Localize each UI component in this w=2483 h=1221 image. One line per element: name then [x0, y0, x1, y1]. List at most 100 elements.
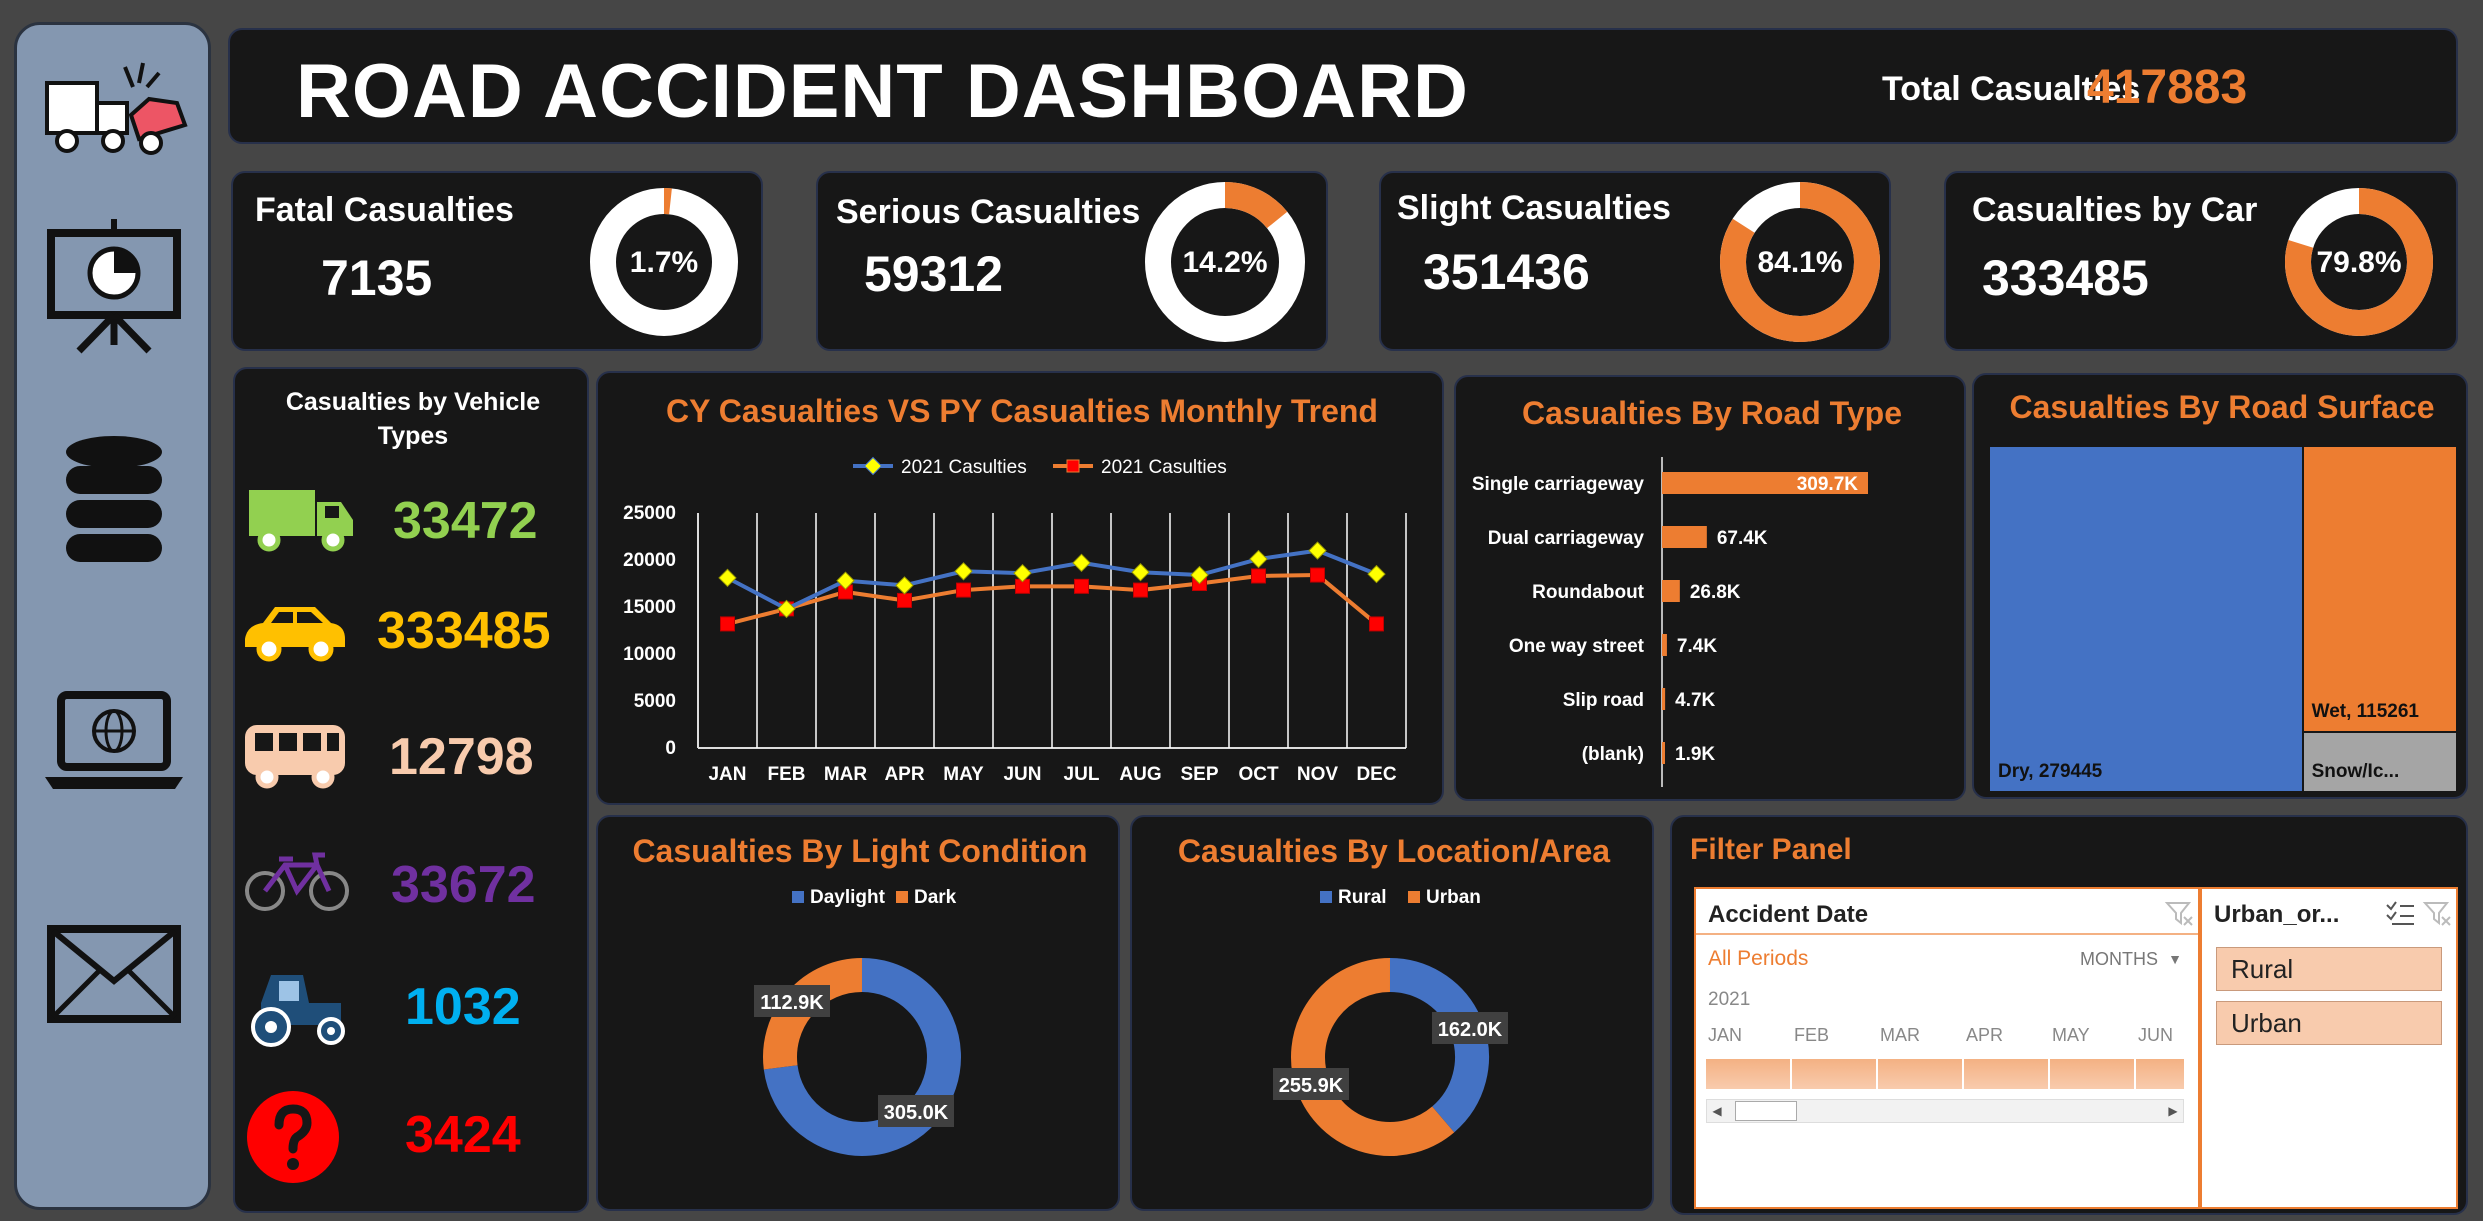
- legend-swatch: [1408, 891, 1420, 903]
- x-tick-label: DEC: [1356, 764, 1396, 785]
- donut-label: 14.2%: [1182, 246, 1267, 279]
- treemap-cell-wet: Wet, 115261: [2303, 447, 2456, 732]
- scroll-thumb[interactable]: [1735, 1101, 1797, 1121]
- kpi-label: Fatal Casualties: [255, 191, 514, 229]
- x-tick-label: MAY: [943, 764, 984, 785]
- road-surface-panel: Casualties By Road Surface Dry, 279445 We…: [1972, 373, 2468, 799]
- treemap-label: Wet, 115261: [2311, 701, 2420, 723]
- timeline-scrollbar[interactable]: ◀ ▶: [1706, 1099, 2184, 1123]
- data-point: [1013, 563, 1032, 583]
- bar: [1662, 580, 1680, 602]
- kpi-card-serious: Serious Casualties 59312 14.2%: [816, 171, 1328, 351]
- clear-filter-icon[interactable]: [2164, 899, 2194, 927]
- road-surface-title: Casualties By Road Surface: [2009, 389, 2435, 425]
- treemap-cell-snow: Snow/Ic...: [2303, 733, 2456, 791]
- total-casualties-label: Total Casualties: [1882, 70, 2141, 108]
- scroll-right-icon[interactable]: ▶: [2168, 1104, 2178, 1118]
- light-condition-panel: Casualties By Light Condition Daylight Da…: [596, 815, 1120, 1211]
- slicer-item-rural[interactable]: Rural: [2216, 947, 2442, 991]
- kpi-label: Serious Casualties: [836, 193, 1141, 231]
- kpi-card-fatal: Fatal Casualties 7135 1.7%: [231, 171, 763, 351]
- road-type-chart: Single carriageway 309.7K Dual carriageway…: [1472, 457, 1868, 787]
- timeline-separator: [1962, 1059, 1964, 1089]
- kpi-donut: 14.2%: [1145, 182, 1305, 342]
- kpi-label: Casualties by Car: [1972, 191, 2258, 229]
- month-labels: JAN FEB MAR APR MAY JUN: [1708, 1025, 2188, 1047]
- data-point: [718, 568, 737, 588]
- legend-marker: [1066, 459, 1080, 473]
- accident-date-slicer: Accident Date All Periods MONTHS ▼ 2021 …: [1694, 887, 2200, 1209]
- x-tick-label: JUL: [1064, 764, 1100, 785]
- car-crash-icon[interactable]: [39, 53, 189, 173]
- vehicle-value-other: 3424: [405, 1106, 521, 1164]
- granularity-dropdown[interactable]: MONTHS: [2080, 949, 2158, 969]
- all-periods-label: All Periods: [1708, 947, 1809, 970]
- data-point: [1133, 582, 1148, 598]
- vehicle-value-car: 333485: [377, 602, 551, 660]
- donut-label: 84.1%: [1757, 246, 1842, 279]
- x-tick-label: JAN: [708, 764, 746, 785]
- data-point: [836, 571, 855, 590]
- kpi-donut: 1.7%: [590, 188, 738, 336]
- legend-swatch: [896, 891, 908, 903]
- data-label: 309.7K: [1797, 474, 1859, 495]
- kpi-label: Slight Casualties: [1397, 189, 1671, 227]
- multi-select-icon[interactable]: [2384, 899, 2416, 927]
- data-label: 162.0K: [1438, 1019, 1503, 1041]
- donut-fill: [2285, 188, 2433, 336]
- mail-icon[interactable]: [39, 915, 189, 1035]
- year-label: 2021: [1708, 989, 1751, 1010]
- timeline-bar[interactable]: [1706, 1059, 2184, 1089]
- data-point: [720, 616, 735, 632]
- chevron-down-icon[interactable]: ▼: [2168, 951, 2182, 967]
- data-label-box: [1432, 1012, 1508, 1044]
- legend-label: Urban: [1426, 887, 1481, 908]
- kpi-value: 351436: [1423, 244, 1590, 300]
- legend-label: 2021 Casulties: [1101, 457, 1227, 478]
- truck-icon: [249, 490, 353, 552]
- vehicle-value-tractor: 1032: [405, 978, 521, 1036]
- data-label: 1.9K: [1675, 744, 1715, 765]
- series-line: [727, 573, 1378, 626]
- road-surface-treemap: Dry, 279445 Wet, 115261 Snow/Ic...: [1990, 447, 2456, 791]
- donut-fill: [1224, 182, 1288, 229]
- road-type-panel: Casualties By Road Type Single carriagew…: [1454, 375, 1966, 801]
- bar: [1662, 634, 1667, 656]
- category-label: Single carriageway: [1472, 474, 1645, 495]
- data-point: [1369, 616, 1384, 632]
- clear-filter-icon[interactable]: [2422, 899, 2452, 927]
- laptop-globe-icon[interactable]: [39, 685, 189, 805]
- kpi-donut: 84.1%: [1720, 182, 1880, 342]
- y-tick-label: 25000: [623, 503, 676, 524]
- filter-panel: Filter Panel Accident Date All Periods M…: [1670, 815, 2468, 1215]
- donut-fill: [1720, 182, 1880, 342]
- bar: [1662, 688, 1666, 710]
- data-point: [1249, 549, 1268, 569]
- data-point: [895, 576, 914, 595]
- slicer-item-urban[interactable]: Urban: [2216, 1001, 2442, 1045]
- category-label: (blank): [1582, 744, 1644, 765]
- tractor-icon: [251, 975, 345, 1047]
- treemap-cell-dry: Dry, 279445: [1990, 447, 2302, 791]
- data-label: 26.8K: [1690, 582, 1741, 603]
- kpi-card-car: Casualties by Car 333485 79.8%: [1944, 171, 2458, 351]
- treemap-label: Dry, 279445: [1998, 761, 2103, 782]
- month-label: JAN: [1708, 1025, 1743, 1045]
- bar: [1662, 472, 1868, 494]
- vehicle-value-truck: 33472: [393, 492, 538, 550]
- sidebar: [14, 22, 211, 1210]
- timeline-separator: [1876, 1059, 1878, 1089]
- y-tick-label: 5000: [634, 691, 676, 712]
- location-panel: Casualties By Location/Area Rural Urban 16…: [1130, 815, 1654, 1211]
- presentation-chart-icon[interactable]: [39, 215, 189, 355]
- data-point: [897, 592, 912, 608]
- data-label: 7.4K: [1677, 636, 1717, 657]
- scroll-left-icon[interactable]: ◀: [1712, 1104, 1722, 1118]
- bar: [1662, 742, 1665, 764]
- month-label: MAY: [2052, 1025, 2090, 1045]
- database-icon[interactable]: [39, 430, 189, 570]
- vehicle-value-bicycle: 33672: [391, 856, 536, 914]
- data-point: [1308, 541, 1327, 560]
- dashboard-header: ROAD ACCIDENT DASHBOARD Total Casualties…: [228, 28, 2458, 144]
- y-tick-label: 15000: [623, 597, 676, 618]
